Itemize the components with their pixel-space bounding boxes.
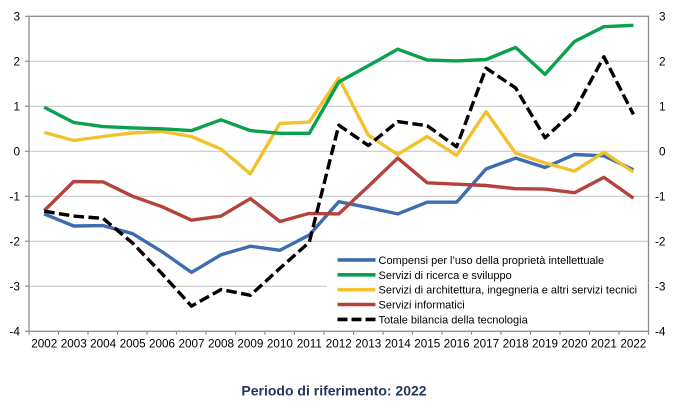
svg-text:2013: 2013 [355,337,381,350]
svg-text:2006: 2006 [149,337,175,350]
svg-text:Servizi informatici: Servizi informatici [379,300,465,312]
svg-text:2015: 2015 [414,337,441,350]
svg-text:2016: 2016 [444,337,470,350]
svg-text:0: 0 [659,145,666,159]
svg-text:3: 3 [13,10,20,24]
svg-text:2008: 2008 [208,337,234,350]
svg-text:-1: -1 [655,190,666,204]
svg-text:1: 1 [659,100,666,114]
svg-text:2009: 2009 [237,337,263,350]
svg-text:0: 0 [13,145,20,159]
svg-text:-2: -2 [655,235,666,249]
svg-text:-3: -3 [655,280,666,294]
svg-text:2005: 2005 [120,337,147,350]
svg-text:2010: 2010 [267,337,294,350]
svg-text:3: 3 [659,10,666,24]
svg-text:2: 2 [659,55,666,69]
svg-text:2019: 2019 [532,337,558,350]
svg-text:2004: 2004 [90,337,117,350]
svg-text:1: 1 [13,100,20,114]
svg-text:2007: 2007 [178,337,204,350]
svg-text:-3: -3 [10,280,21,294]
svg-text:2011: 2011 [297,337,322,350]
svg-text:-1: -1 [10,190,21,204]
svg-text:Servizi di architettura, ingeg: Servizi di architettura, ingegneria e al… [379,285,638,297]
svg-text:2003: 2003 [61,337,87,350]
svg-text:2020: 2020 [561,337,588,350]
svg-text:2018: 2018 [503,337,529,350]
svg-text:Totale bilancia della tecnolog: Totale bilancia della tecnologia [379,314,529,326]
svg-text:-4: -4 [10,325,21,339]
svg-text:-2: -2 [10,235,21,249]
svg-text:Compensi per l’uso della propr: Compensi per l’uso della proprietà intel… [379,255,605,267]
svg-text:2022: 2022 [620,337,646,350]
svg-text:Periodo di riferimento: 2022: Periodo di riferimento: 2022 [241,383,426,399]
svg-text:2014: 2014 [385,337,412,350]
svg-text:2012: 2012 [326,337,352,350]
svg-text:2021: 2021 [591,337,617,350]
svg-text:2: 2 [13,55,20,69]
svg-text:Servizi di ricerca e sviluppo: Servizi di ricerca e sviluppo [379,270,512,282]
svg-text:-4: -4 [655,325,666,339]
svg-text:2017: 2017 [473,337,499,350]
svg-text:2002: 2002 [31,337,57,350]
